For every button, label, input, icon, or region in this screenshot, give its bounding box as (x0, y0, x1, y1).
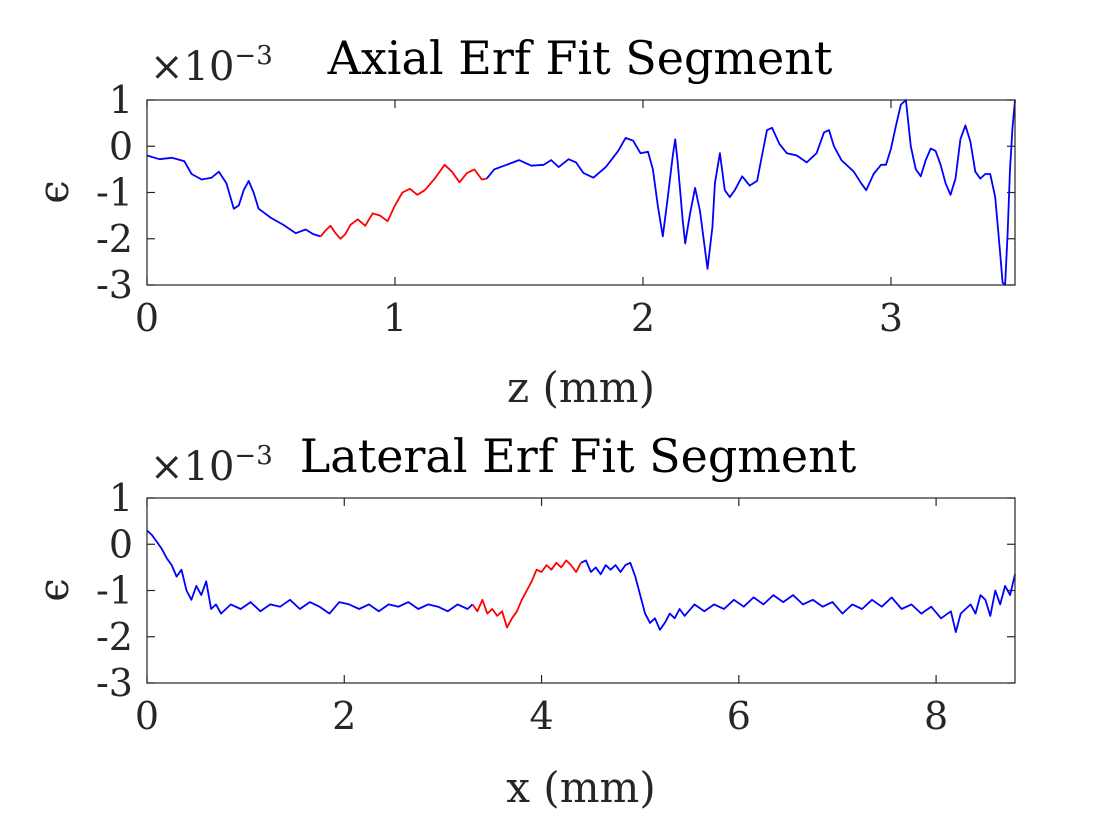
axial-x-tick-label: 1 (383, 296, 407, 340)
lateral-multiplier: ×10−3 (150, 441, 273, 490)
lateral-y-tick-label: 1 (109, 476, 133, 520)
lateral-x-tick-label: 6 (727, 694, 751, 738)
axial-plot-area (146, 99, 1016, 286)
axial-ticks: 0 1 2 310-1-2-3 (96, 78, 1015, 340)
lateral-series-line-2 (580, 559, 1016, 633)
lateral-title: Lateral Erf Fit Segment (300, 429, 857, 483)
lateral-subplot: ×10−3 Lateral Erf Fit Segment 0 2 4 6 810-1-… (29, 429, 1016, 812)
axial-x-axis-label: z (mm) (507, 363, 655, 412)
lateral-x-tick-label: 8 (924, 694, 948, 738)
axial-y-tick-label: -1 (96, 171, 133, 215)
lateral-series-line-0 (146, 529, 474, 615)
axial-x-tick-label: 2 (631, 296, 655, 340)
axial-multiplier-exponent: −3 (234, 41, 272, 71)
axial-y-tick-label: -2 (96, 217, 133, 261)
lateral-y-tick-label: -1 (96, 569, 133, 613)
axial-y-tick-label: -3 (96, 263, 133, 307)
lateral-y-tick-label: -2 (96, 615, 133, 659)
axial-x-tick-label: 0 (135, 296, 159, 340)
axial-y-tick-label: 0 (109, 124, 133, 168)
axial-series-line-0 (146, 154, 321, 238)
axial-series-line-2 (486, 99, 1016, 286)
axial-subplot: ×10−3 Axial Erf Fit Segment 0 1 2 310-1-2-3… (29, 31, 1016, 412)
axial-lines (146, 99, 1016, 286)
lateral-x-tick-label: 2 (332, 694, 356, 738)
axial-series-line-1 (319, 163, 487, 240)
axial-y-tick-label: 1 (109, 78, 133, 122)
lateral-multiplier-exponent: −3 (234, 441, 272, 471)
axial-title: Axial Erf Fit Segment (327, 31, 833, 85)
lateral-series-line-1 (471, 559, 582, 629)
axial-y-axis-label: ϵ (29, 180, 78, 204)
lateral-ticks: 0 2 4 6 810-1-2-3 (96, 476, 1015, 738)
lateral-lines (146, 529, 1016, 633)
lateral-y-axis-label: ϵ (29, 578, 78, 602)
lateral-x-tick-label: 0 (135, 694, 159, 738)
lateral-plot-area (146, 497, 1016, 684)
lateral-y-tick-label: 0 (109, 522, 133, 566)
lateral-x-tick-label: 4 (529, 694, 553, 738)
lateral-x-axis-label: x (mm) (506, 763, 655, 812)
axial-x-tick-label: 3 (879, 296, 903, 340)
lateral-y-tick-label: -3 (96, 661, 133, 705)
axial-multiplier: ×10−3 (150, 41, 273, 90)
